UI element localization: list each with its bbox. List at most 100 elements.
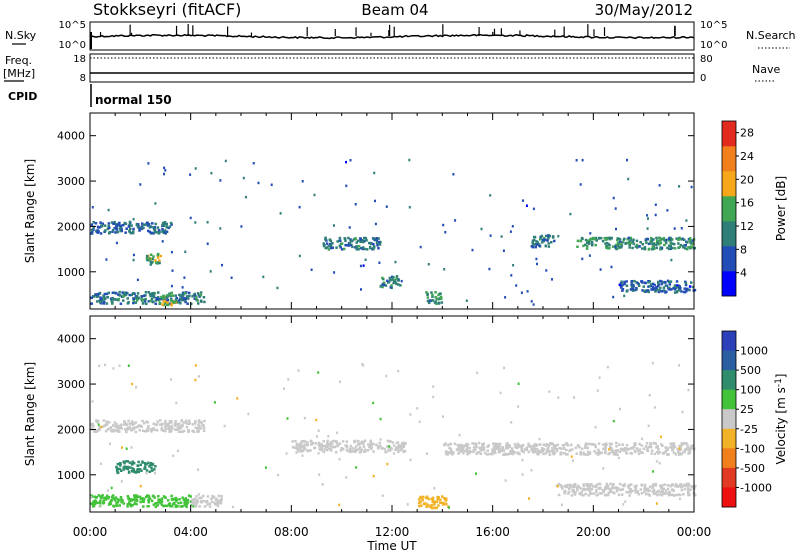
- range-cell: [115, 504, 119, 507]
- range-cell: [453, 442, 457, 446]
- colorbar-segment: [722, 221, 736, 247]
- range-cell: [530, 468, 533, 472]
- range-cell: [110, 221, 114, 224]
- range-cell: [326, 444, 330, 447]
- range-cell: [579, 487, 582, 490]
- range-cell: [350, 450, 354, 453]
- range-cell: [93, 430, 96, 433]
- range-cell: [567, 492, 570, 495]
- range-cell: [142, 301, 145, 305]
- range-cell: [648, 445, 651, 449]
- range-cell: [525, 448, 529, 451]
- range-cell: [565, 485, 569, 488]
- range-cell: [645, 442, 649, 445]
- range-cell: [105, 258, 108, 261]
- range-cell: [170, 304, 173, 307]
- range-cell: [649, 283, 653, 286]
- range-cell: [680, 488, 684, 492]
- range-cell: [671, 246, 674, 250]
- range-cell: [374, 222, 377, 226]
- range-cell: [629, 288, 633, 291]
- range-cell: [433, 506, 437, 510]
- range-cell: [354, 246, 357, 249]
- range-cell: [427, 301, 431, 305]
- range-cell: [667, 493, 671, 497]
- range-cell: [353, 450, 357, 453]
- range-cell: [206, 495, 210, 498]
- range-cell: [148, 497, 152, 501]
- range-cell: [305, 449, 309, 452]
- range-cell: [179, 501, 183, 504]
- range-cell: [160, 426, 164, 430]
- range-cell: [533, 235, 536, 239]
- range-cell: [341, 447, 345, 451]
- range-cell: [530, 300, 533, 303]
- range-cell: [170, 284, 173, 288]
- range-cell: [182, 429, 186, 433]
- range-cell: [684, 282, 688, 285]
- range-cell: [368, 245, 372, 249]
- range-cell: [208, 502, 212, 505]
- range-cell: [614, 245, 617, 248]
- range-cell: [132, 301, 135, 305]
- range-cell: [181, 294, 185, 297]
- range-cell: [146, 505, 149, 508]
- y-tick-label: 2000: [57, 423, 85, 436]
- range-cell: [192, 430, 195, 433]
- range-cell: [162, 429, 165, 432]
- range-cell: [641, 247, 644, 250]
- range-cell: [348, 242, 352, 245]
- range-cell: [497, 450, 501, 454]
- range-cell: [124, 465, 127, 469]
- range-cell: [561, 487, 564, 490]
- range-cell: [125, 423, 129, 426]
- range-cell: [131, 423, 135, 426]
- range-cell: [154, 465, 157, 468]
- range-cell: [395, 282, 398, 286]
- range-cell: [152, 422, 155, 425]
- range-cell: [678, 364, 681, 367]
- range-cell: [339, 246, 342, 249]
- range-cell: [668, 492, 671, 495]
- range-cell: [664, 241, 668, 244]
- range-cell: [145, 302, 148, 306]
- range-cell: [125, 460, 128, 463]
- range-cell: [345, 449, 349, 452]
- range-cell: [637, 449, 640, 453]
- range-cell: [193, 497, 196, 501]
- range-cell: [189, 173, 192, 176]
- range-cell: [147, 501, 151, 504]
- range-cell: [198, 505, 201, 508]
- range-cell: [630, 283, 633, 286]
- range-cell: [609, 482, 612, 486]
- colorbar-segment: [722, 146, 736, 172]
- range-cell: [431, 498, 434, 501]
- range-cell: [666, 487, 670, 491]
- range-cell: [680, 452, 683, 456]
- range-cell: [649, 442, 652, 445]
- range-cell: [90, 302, 93, 305]
- range-cell: [400, 445, 404, 448]
- range-cell: [194, 378, 197, 382]
- range-cell: [624, 500, 627, 503]
- range-cell: [533, 450, 537, 453]
- range-cell: [302, 448, 305, 452]
- range-cell: [677, 242, 680, 245]
- range-cell: [128, 501, 131, 505]
- range-cell: [394, 446, 398, 449]
- range-cell: [518, 452, 521, 456]
- range-cell: [612, 419, 615, 423]
- range-cell: [117, 222, 121, 225]
- range-cell: [340, 248, 344, 251]
- range-cell: [99, 232, 103, 235]
- range-cell: [141, 429, 145, 432]
- range-cell: [364, 450, 367, 453]
- range-cell: [349, 238, 352, 241]
- range-cell: [173, 422, 176, 426]
- range-cell: [170, 223, 173, 226]
- range-cell: [110, 299, 113, 302]
- range-cell: [130, 499, 133, 502]
- range-cell: [122, 299, 125, 302]
- range-cell: [451, 453, 454, 456]
- range-cell: [338, 442, 342, 445]
